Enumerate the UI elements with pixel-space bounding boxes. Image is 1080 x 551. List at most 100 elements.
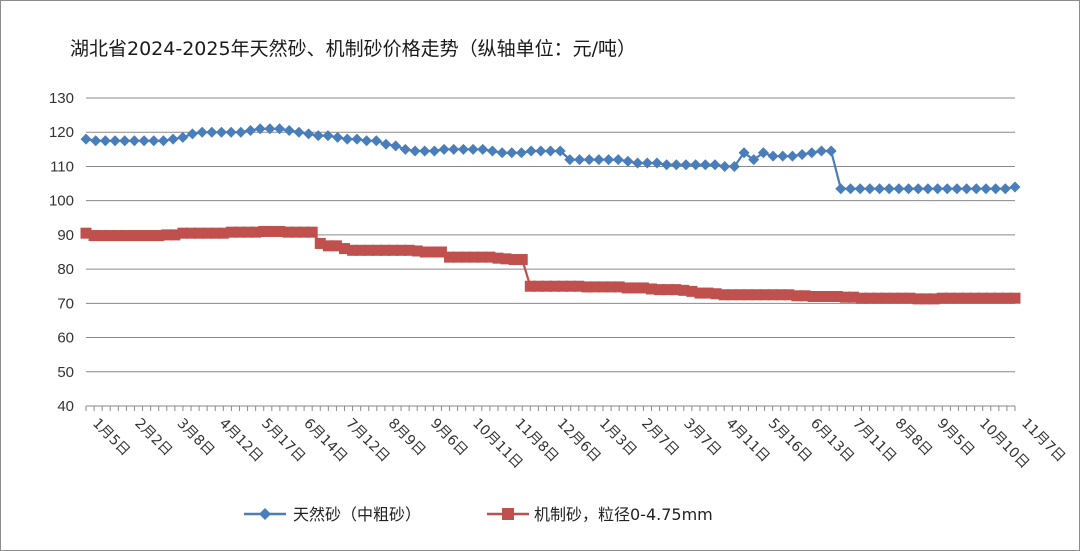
data-point: [282, 226, 294, 238]
data-point: [148, 135, 160, 147]
data-point: [759, 289, 771, 301]
data-point: [593, 154, 605, 166]
y-tick-label: 70: [57, 295, 74, 312]
data-point: [961, 183, 973, 195]
data-point: [351, 133, 363, 145]
data-point: [314, 237, 326, 249]
data-point: [361, 135, 373, 147]
data-point: [699, 159, 711, 171]
data-point: [484, 251, 496, 263]
data-point: [564, 154, 576, 166]
y-tick-label: 40: [57, 398, 74, 415]
data-point: [274, 123, 286, 135]
data-point: [225, 226, 237, 238]
data-point: [883, 183, 895, 195]
data-point: [823, 290, 835, 302]
legend-marker-2: [502, 508, 514, 520]
data-point: [476, 251, 488, 263]
data-point: [201, 227, 213, 239]
data-point: [347, 244, 359, 256]
data-point: [112, 230, 124, 242]
data-point: [864, 292, 876, 304]
data-point: [1009, 181, 1021, 193]
data-point: [621, 282, 633, 294]
data-point: [719, 160, 731, 172]
data-point: [990, 183, 1002, 195]
chart-title: 湖北省2024-2025年天然砂、机制砂价格走势（纵轴单位：元/吨）: [70, 38, 636, 60]
data-point: [274, 225, 286, 237]
x-tick-label: 9月6日: [427, 416, 471, 460]
x-tick-label: 6月13日: [807, 416, 857, 466]
data-point: [138, 135, 150, 147]
data-point: [215, 126, 227, 138]
data-point: [516, 254, 528, 266]
data-point: [290, 226, 302, 238]
data-point: [815, 145, 827, 157]
data-point: [209, 227, 221, 239]
data-point: [932, 183, 944, 195]
data-point: [888, 292, 900, 304]
data-point: [427, 246, 439, 258]
data-point: [796, 148, 808, 160]
data-point: [573, 280, 585, 292]
data-point: [306, 226, 318, 238]
data-point: [298, 226, 310, 238]
data-point: [549, 280, 561, 292]
data-point: [435, 246, 447, 258]
data-point: [632, 157, 644, 169]
data-point: [293, 126, 305, 138]
data-point: [589, 281, 601, 293]
x-tick-label: 7月11日: [849, 416, 899, 466]
data-point: [355, 244, 367, 256]
data-point: [750, 289, 762, 301]
data-point: [235, 126, 247, 138]
data-point: [912, 293, 924, 305]
data-point: [452, 251, 464, 263]
data-point: [169, 229, 181, 241]
data-point: [654, 284, 666, 296]
x-tick-label: 1月5日: [89, 416, 133, 460]
data-point: [99, 135, 111, 147]
data-point: [128, 135, 140, 147]
data-point: [629, 282, 641, 294]
data-point: [847, 291, 859, 303]
data-point: [88, 230, 100, 242]
data-point: [799, 290, 811, 302]
data-point: [791, 290, 803, 302]
data-point: [581, 281, 593, 293]
x-tick-label: 3月8日: [174, 416, 218, 460]
data-point: [540, 280, 552, 292]
data-point: [186, 128, 198, 140]
data-point: [880, 292, 892, 304]
data-point: [403, 244, 415, 256]
x-tick-label: 9月5日: [934, 416, 978, 460]
data-point: [893, 183, 905, 195]
data-point: [603, 154, 615, 166]
y-tick-label: 90: [57, 227, 74, 244]
data-point: [322, 130, 334, 142]
data-point: [709, 159, 721, 171]
data-point: [409, 145, 421, 157]
data-point: [120, 230, 132, 242]
data-point: [395, 244, 407, 256]
data-point: [844, 183, 856, 195]
data-point: [185, 227, 197, 239]
data-point: [807, 290, 819, 302]
data-point: [1009, 292, 1021, 304]
data-point: [104, 230, 116, 242]
data-point: [864, 183, 876, 195]
data-point: [767, 150, 779, 162]
data-point: [728, 160, 740, 172]
series-line-1: [85, 127, 1016, 190]
y-axis-ticks: 40 50 60 70 80 90 100 110 120 130: [49, 90, 74, 415]
data-point: [613, 281, 625, 293]
data-point: [264, 123, 276, 135]
data-point: [583, 154, 595, 166]
data-point: [815, 290, 827, 302]
data-point: [985, 292, 997, 304]
data-point: [225, 126, 237, 138]
data-point: [980, 183, 992, 195]
x-axis: 1月5日2月2日3月8日4月12日5月17日6月14日7月12日8月9日9月6日…: [85, 405, 1068, 472]
